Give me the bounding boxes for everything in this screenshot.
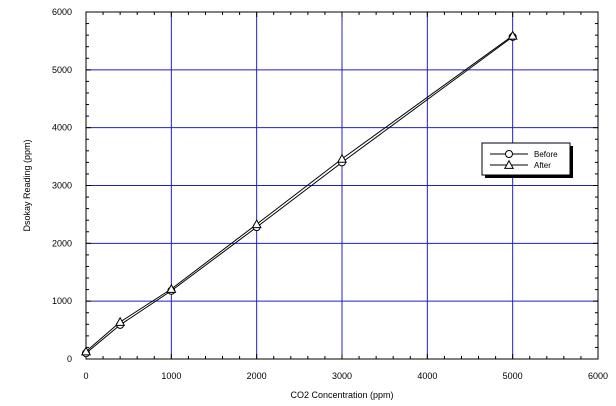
data-point-after [251, 219, 262, 229]
series-line-before [85, 36, 513, 354]
series-after [80, 30, 518, 356]
series-line-after [85, 35, 513, 352]
series-before [82, 32, 517, 358]
data-point-after [507, 30, 518, 40]
series-group [80, 30, 518, 358]
grid [86, 12, 598, 359]
y-tick-label: 6000 [52, 7, 72, 17]
x-tick-label: 4000 [417, 371, 437, 381]
y-tick-label: 4000 [52, 123, 72, 133]
x-axis-label: CO2 Concentration (ppm) [290, 390, 393, 400]
data-point-after [115, 316, 126, 326]
legend: Before After [481, 142, 573, 178]
x-tick-label: 6000 [588, 371, 608, 381]
legend-marker-before [505, 150, 513, 158]
x-tick-label: 2000 [247, 371, 267, 381]
legend-label-before: Before [534, 150, 558, 159]
legend-label-after: After [534, 161, 551, 170]
data-point-after [80, 346, 92, 356]
y-tick-label: 1000 [52, 296, 72, 306]
axis-ticks [85, 11, 599, 360]
x-tick-label: 5000 [503, 371, 523, 381]
y-tick-label: 2000 [52, 238, 72, 248]
x-tick-label: 1000 [161, 371, 181, 381]
y-axis-label: Dsokay Reading (ppm) [22, 139, 32, 231]
legend-marker-after [503, 159, 515, 169]
x-tick-label: 0 [83, 371, 88, 381]
data-point-after [336, 153, 348, 163]
x-tick-label: 3000 [332, 371, 352, 381]
x-tick-labels: 0 1000 2000 3000 4000 5000 6000 [83, 371, 608, 381]
legend-box [481, 142, 571, 176]
y-tick-labels: 0 1000 2000 3000 4000 5000 6000 [52, 7, 72, 364]
y-tick-label: 3000 [52, 181, 72, 191]
y-tick-label: 0 [67, 354, 72, 364]
y-tick-label: 5000 [52, 65, 72, 75]
data-point-after [166, 283, 177, 293]
